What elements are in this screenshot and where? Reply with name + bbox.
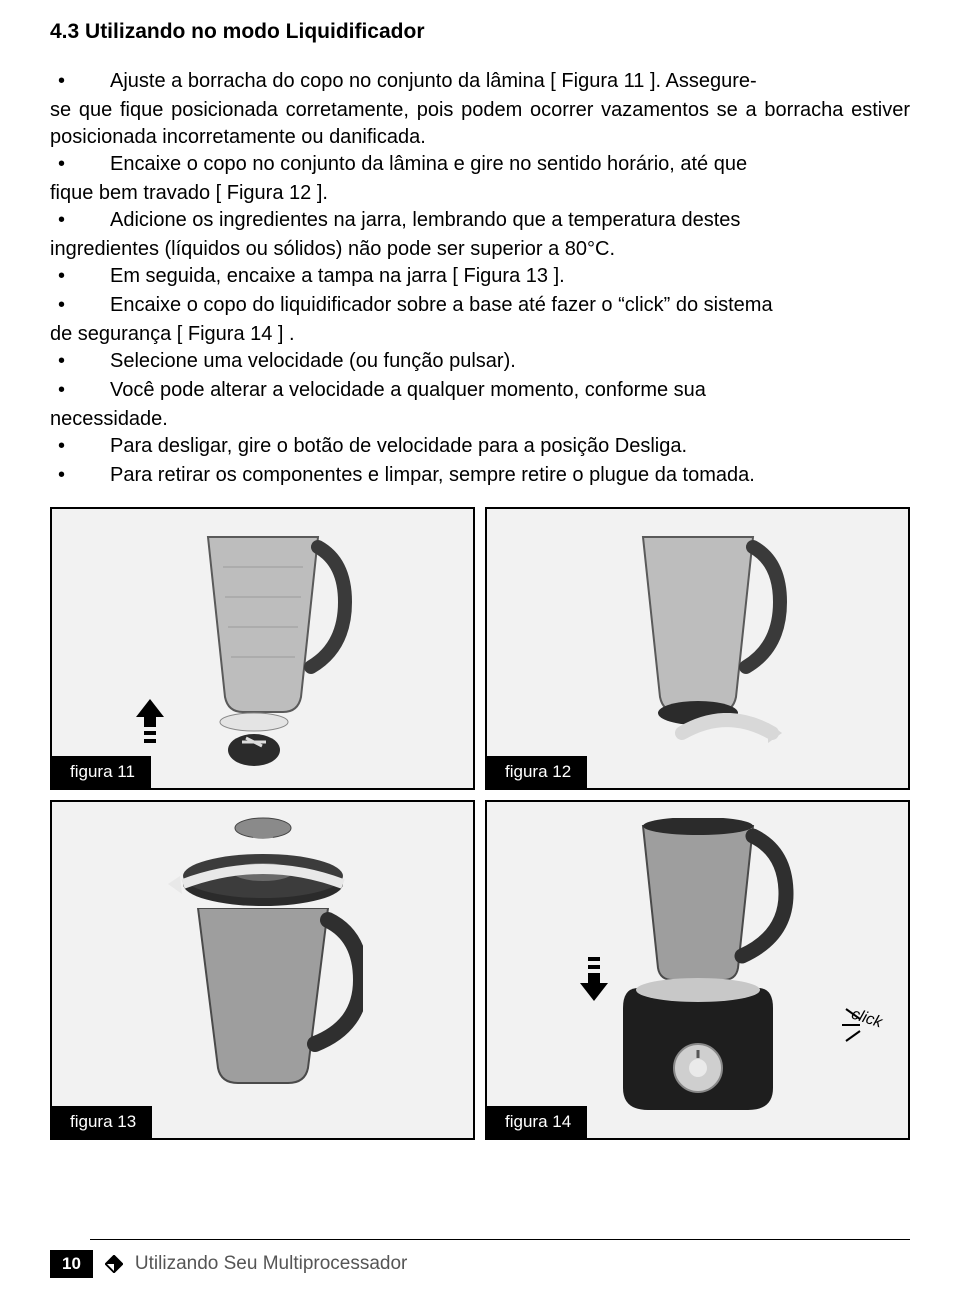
click-lines-icon	[840, 1003, 890, 1048]
bullet-text: Selecione uma velocidade (ou função puls…	[110, 348, 910, 375]
bullet-continuation: de segurança [ Figura 14 ] .	[50, 321, 910, 348]
blender-jar-icon	[163, 908, 363, 1088]
bullet-marker: •	[50, 68, 110, 95]
figure-label: figura 14	[487, 1106, 587, 1138]
rotate-arrow-icon	[672, 713, 782, 758]
blade-assembly-icon	[214, 710, 294, 770]
blender-jar-icon	[608, 527, 788, 727]
bullet-marker: •	[50, 462, 110, 489]
bullet-item: •Selecione uma velocidade (ou função pul…	[50, 348, 910, 375]
bullet-item: •Para retirar os componentes e limpar, s…	[50, 462, 910, 489]
footer-divider	[90, 1239, 910, 1240]
blender-full-icon	[588, 818, 808, 1118]
bullet-item: •Adicione os ingredientes na jarra, lemb…	[50, 207, 910, 234]
figure-13: figura 13	[50, 800, 475, 1140]
bullet-text: Ajuste a borracha do copo no conjunto da…	[110, 68, 910, 95]
bullet-item: •Em seguida, encaixe a tampa na jarra [ …	[50, 263, 910, 290]
bullet-text: Você pode alterar a velocidade a qualque…	[110, 377, 910, 404]
figure-label: figura 13	[52, 1106, 152, 1138]
bullet-text: Para retirar os componentes e limpar, se…	[110, 462, 910, 489]
bullet-marker: •	[50, 151, 110, 178]
bullet-continuation: fique bem travado [ Figura 12 ].	[50, 180, 910, 207]
bullet-marker: •	[50, 292, 110, 319]
figure-label: figura 11	[52, 756, 151, 788]
bullet-continuation: ingredientes (líquidos ou sólidos) não p…	[50, 236, 910, 263]
bullet-item: •Para desligar, gire o botão de velocida…	[50, 433, 910, 460]
figure-12: figura 12	[485, 507, 910, 790]
page-footer: 10 Utilizando Seu Multiprocessador	[0, 1239, 960, 1294]
bullet-marker: •	[50, 348, 110, 375]
bullet-item: •Encaixe o copo do liquidificador sobre …	[50, 292, 910, 319]
bullet-text: Encaixe o copo do liquidificador sobre a…	[110, 292, 910, 319]
figure-label: figura 12	[487, 756, 587, 788]
figure-11: figura 11	[50, 507, 475, 790]
figures-grid: figura 11 figura 12	[50, 507, 910, 1140]
bullet-continuation: se que fique posicionada corretamente, p…	[50, 97, 910, 151]
arrow-down-icon	[580, 957, 608, 1006]
footer-title: Utilizando Seu Multiprocessador	[135, 1253, 407, 1275]
arrow-up-icon	[136, 699, 164, 748]
bullet-marker: •	[50, 263, 110, 290]
bullet-item: •Você pode alterar a velocidade a qualqu…	[50, 377, 910, 404]
diamond-icon	[105, 1255, 123, 1273]
bullet-marker: •	[50, 433, 110, 460]
bullet-text: Em seguida, encaixe a tampa na jarra [ F…	[110, 263, 910, 290]
bullet-text: Encaixe o copo no conjunto da lâmina e g…	[110, 151, 910, 178]
bullet-marker: •	[50, 377, 110, 404]
bullet-item: •Encaixe o copo no conjunto da lâmina e …	[50, 151, 910, 178]
bullet-text: Adicione os ingredientes na jarra, lembr…	[110, 207, 910, 234]
bullet-text: Para desligar, gire o botão de velocidad…	[110, 433, 910, 460]
bullet-marker: •	[50, 207, 110, 234]
bullet-item: •Ajuste a borracha do copo no conjunto d…	[50, 68, 910, 95]
blender-jar-icon	[173, 527, 353, 727]
instruction-list: •Ajuste a borracha do copo no conjunto d…	[50, 68, 910, 489]
figure-14: click figura 14	[485, 800, 910, 1140]
bullet-continuation: necessidade.	[50, 406, 910, 433]
section-title: 4.3 Utilizando no modo Liquidificador	[50, 20, 910, 44]
page-number: 10	[50, 1250, 93, 1278]
